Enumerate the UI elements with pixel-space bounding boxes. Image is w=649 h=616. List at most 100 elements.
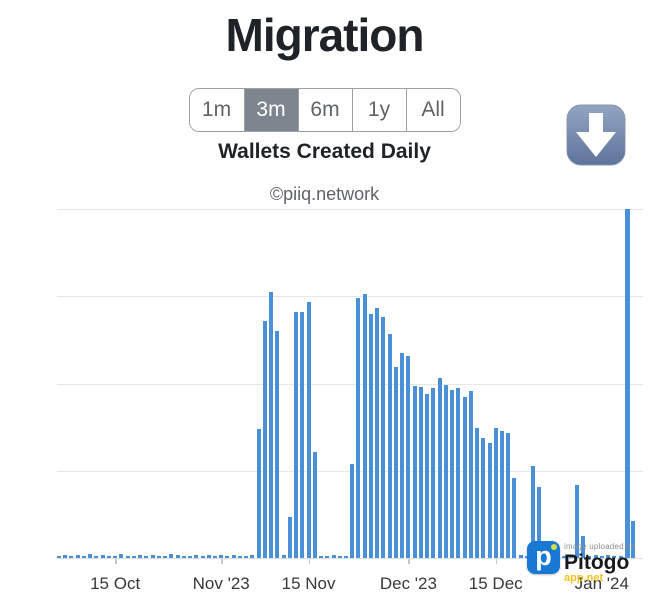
bar-nov-19[interactable]	[331, 555, 336, 558]
bar-oct-18[interactable]	[131, 555, 136, 558]
bar-nov-21[interactable]	[344, 555, 348, 558]
bar-oct-29[interactable]	[200, 555, 205, 558]
bar-nov-9[interactable]	[269, 291, 274, 558]
bar-dec-31[interactable]	[593, 554, 598, 558]
x-axis-tick	[115, 559, 117, 564]
bar-oct-7[interactable]	[63, 555, 68, 558]
bar-dec-29[interactable]	[581, 535, 586, 558]
bar-nov-4[interactable]	[237, 555, 242, 558]
bar-jan-3[interactable]	[612, 555, 617, 558]
bar-nov-18[interactable]	[325, 555, 330, 558]
bar-dec-30[interactable]	[587, 555, 592, 558]
bar-oct-20[interactable]	[144, 555, 149, 558]
bar-dec-22[interactable]	[537, 486, 542, 558]
bar-nov-5[interactable]	[244, 555, 249, 558]
bar-dec-18[interactable]	[512, 477, 517, 558]
bar-dec-11[interactable]	[468, 390, 473, 558]
bar-jan-4[interactable]	[618, 555, 623, 558]
bar-nov-20[interactable]	[337, 555, 342, 558]
bar-oct-25[interactable]	[175, 555, 180, 558]
bar-nov-6[interactable]	[250, 555, 255, 558]
bar-oct-6[interactable]	[57, 555, 61, 558]
bar-oct-27[interactable]	[188, 555, 193, 558]
bar-dec-7[interactable]	[443, 384, 448, 558]
bar-oct-26[interactable]	[181, 555, 186, 558]
bar-nov-26[interactable]	[375, 307, 380, 558]
bar-jan-5[interactable]	[624, 209, 630, 558]
bar-oct-12[interactable]	[94, 555, 99, 558]
bar-oct-8[interactable]	[69, 555, 74, 558]
bar-dec-16[interactable]	[499, 430, 504, 558]
bar-nov-7[interactable]	[256, 428, 261, 558]
bar-nov-3[interactable]	[231, 554, 236, 558]
bar-jan-2[interactable]	[606, 555, 611, 558]
page-title: Migration	[225, 9, 425, 61]
bar-oct-24[interactable]	[169, 554, 174, 558]
bar-nov-17[interactable]	[319, 555, 324, 558]
bar-nov-29[interactable]	[393, 366, 398, 558]
bar-nov-22[interactable]	[350, 463, 355, 558]
bar-oct-28[interactable]	[194, 554, 199, 558]
bar-nov-24[interactable]	[362, 293, 367, 558]
bar-oct-22[interactable]	[156, 555, 161, 558]
bar-nov-8[interactable]	[262, 320, 267, 558]
bar-dec-3[interactable]	[418, 386, 423, 558]
bar-oct-13[interactable]	[100, 555, 105, 558]
bar-nov-25[interactable]	[368, 314, 373, 558]
bar-oct-31[interactable]	[212, 555, 217, 558]
bar-dec-12[interactable]	[475, 427, 480, 558]
bar-nov-28[interactable]	[387, 333, 392, 558]
bar-jan-6[interactable]	[631, 520, 635, 558]
bar-nov-11[interactable]	[281, 554, 286, 558]
bar-dec-21[interactable]	[531, 465, 536, 558]
bar-nov-12[interactable]	[287, 516, 292, 558]
bar-dec-5[interactable]	[431, 387, 436, 558]
bar-oct-14[interactable]	[106, 555, 111, 558]
range-button-All[interactable]: All	[405, 89, 460, 131]
bar-dec-6[interactable]	[437, 377, 442, 558]
gridline	[57, 383, 643, 385]
range-button-1m[interactable]: 1m	[189, 89, 244, 131]
bar-oct-23[interactable]	[163, 555, 168, 558]
bar-dec-26[interactable]	[562, 555, 567, 558]
bar-dec-13[interactable]	[481, 437, 486, 558]
bar-dec-27[interactable]	[568, 555, 573, 558]
bar-oct-10[interactable]	[81, 555, 86, 558]
bar-nov-1[interactable]	[219, 555, 224, 558]
bar-dec-2[interactable]	[412, 385, 417, 558]
bar-dec-14[interactable]	[487, 442, 492, 558]
bar-nov-30[interactable]	[400, 352, 405, 558]
bar-nov-2[interactable]	[225, 555, 230, 558]
bar-nov-10[interactable]	[275, 331, 280, 558]
bar-oct-17[interactable]	[125, 555, 130, 558]
bar-oct-11[interactable]	[88, 554, 93, 558]
bar-dec-20[interactable]	[524, 555, 529, 558]
bar-dec-1[interactable]	[406, 355, 411, 558]
range-button-1y[interactable]: 1y	[351, 89, 406, 131]
bar-oct-15[interactable]	[113, 555, 118, 558]
bar-jan-1[interactable]	[599, 555, 604, 558]
bar-oct-16[interactable]	[119, 553, 124, 558]
range-button-3m[interactable]: 3m	[243, 89, 298, 131]
bar-dec-10[interactable]	[462, 396, 467, 558]
x-axis-tick	[495, 559, 498, 564]
bar-oct-19[interactable]	[138, 555, 143, 558]
bar-nov-27[interactable]	[381, 316, 386, 558]
bar-dec-9[interactable]	[456, 387, 461, 558]
bar-dec-19[interactable]	[518, 555, 523, 558]
bar-oct-21[interactable]	[150, 554, 155, 558]
bar-dec-15[interactable]	[493, 427, 498, 558]
bar-dec-4[interactable]	[425, 393, 430, 558]
bar-nov-14[interactable]	[300, 311, 305, 558]
bar-nov-23[interactable]	[356, 297, 361, 558]
bar-nov-13[interactable]	[294, 311, 299, 558]
bar-dec-8[interactable]	[450, 389, 455, 558]
bar-dec-17[interactable]	[506, 432, 511, 558]
range-button-6m[interactable]: 6m	[297, 89, 352, 131]
bar-oct-30[interactable]	[206, 555, 211, 558]
bar-nov-15[interactable]	[306, 302, 311, 558]
bar-nov-16[interactable]	[312, 451, 317, 558]
bar-oct-9[interactable]	[75, 554, 80, 558]
download-button[interactable]	[566, 104, 626, 166]
bar-dec-28[interactable]	[574, 484, 579, 558]
